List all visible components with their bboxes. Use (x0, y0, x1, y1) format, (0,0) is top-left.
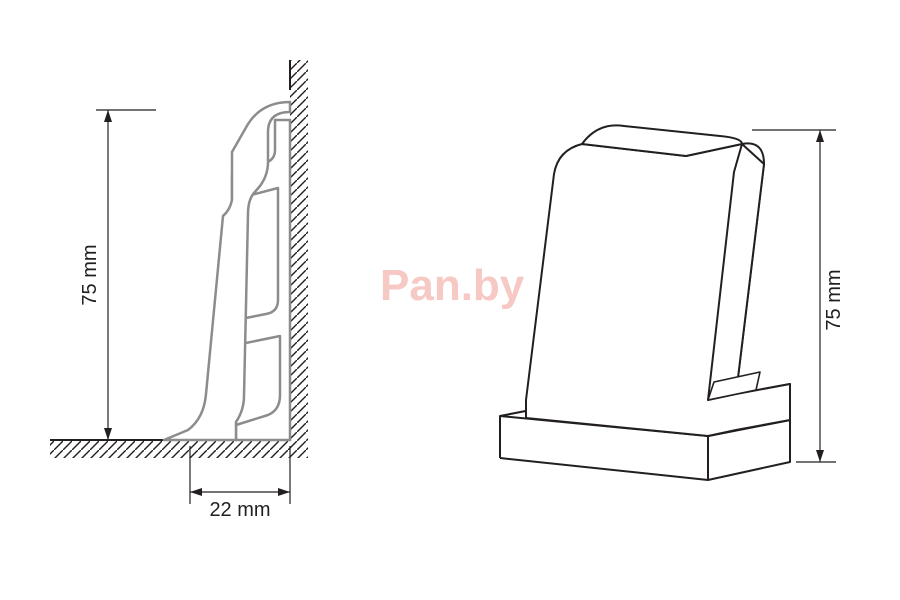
dim-iso-height-label: 75 mm (823, 269, 845, 330)
technical-drawing: 75 mm 22 mm (0, 0, 900, 600)
dim-height: 75 mm (79, 110, 156, 440)
cross-section-view: 75 mm 22 mm (50, 60, 308, 521)
floor-hatch (50, 440, 308, 458)
isometric-view: 75 mm (500, 125, 845, 480)
watermark: Pan.by (380, 261, 525, 310)
skirting-cover-profile (164, 102, 290, 440)
dim-height-label: 75 mm (79, 244, 101, 305)
wall-hatch (290, 60, 308, 440)
dim-width-label: 22 mm (209, 499, 270, 521)
